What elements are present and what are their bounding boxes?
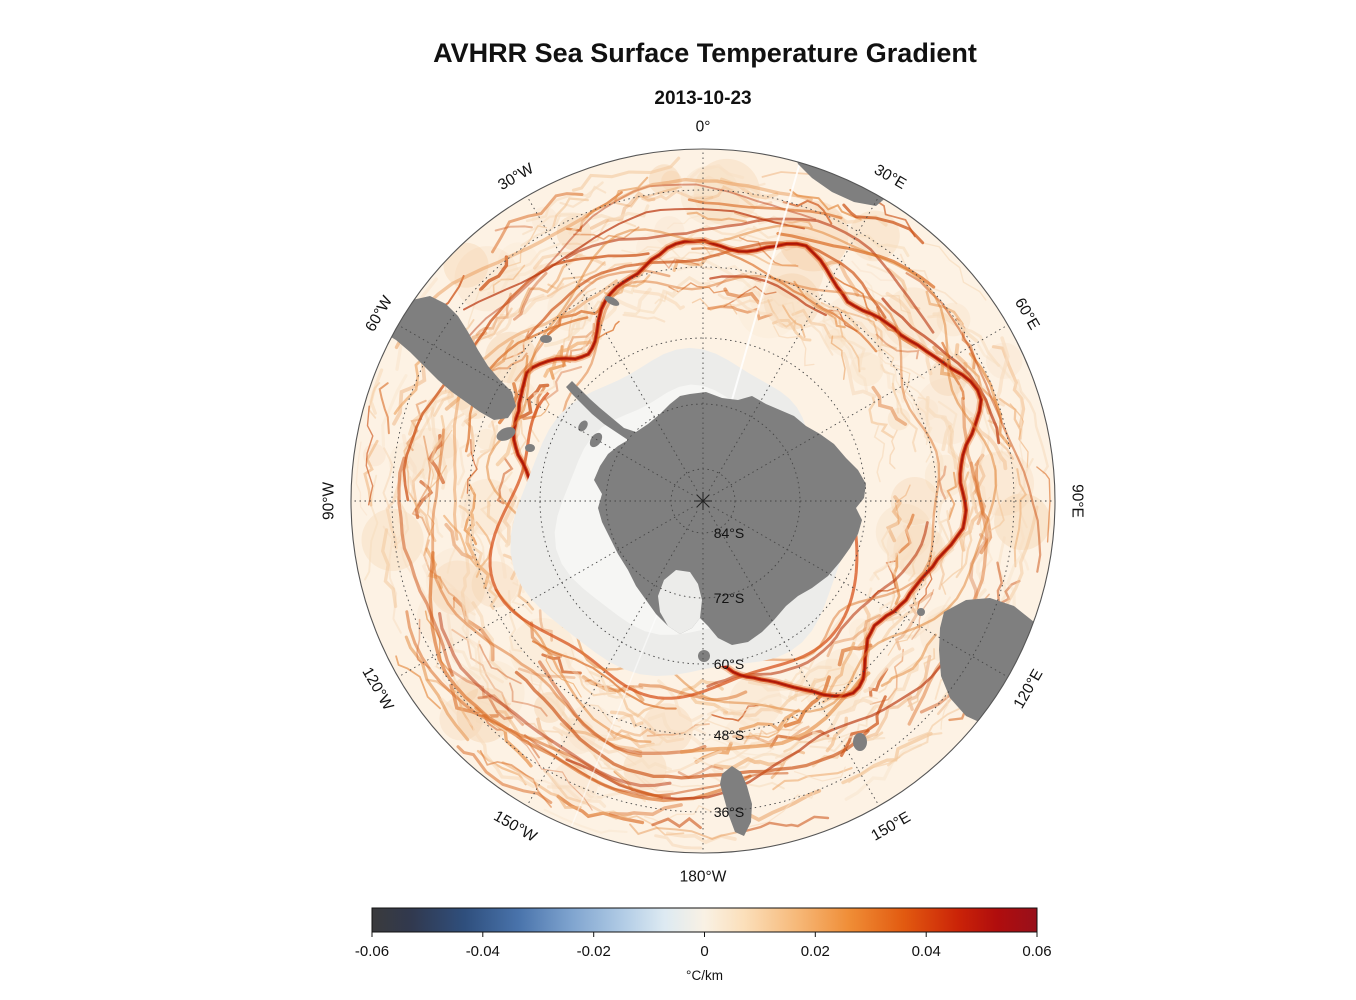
tasmania: [853, 733, 867, 751]
latitude-ring: [468, 266, 938, 736]
colorbar-tick-label: -0.04: [466, 943, 500, 960]
lat-label: 72°S: [714, 590, 745, 606]
lat-label: 48°S: [714, 727, 745, 743]
colorbar-tick-label: 0.06: [1022, 943, 1051, 960]
south-georgia-island: [604, 296, 620, 306]
coastal-island: [698, 650, 710, 662]
tierra-del-fuego-island: [496, 427, 516, 441]
colorbar-tick-label: -0.06: [355, 943, 389, 960]
colorbar-gradient: [371, 907, 1038, 933]
pole-marker-spoke: [696, 494, 710, 508]
pole-marker: [694, 492, 712, 510]
latitude-ring: [391, 189, 1015, 813]
lon-label: 90°W: [320, 482, 337, 520]
graticule: [351, 149, 1055, 853]
latitude-labels: 84°S 72°S 60°S 48°S 36°S: [714, 525, 745, 820]
lon-label: 180°W: [680, 868, 727, 885]
new-zealand: [720, 766, 752, 836]
lon-label: 0°: [696, 118, 711, 135]
antarctica: [566, 381, 866, 645]
lat-label: 36°S: [714, 804, 745, 820]
ross-ice-shelf: [658, 570, 702, 634]
south-america: [384, 296, 516, 420]
peninsula-island: [589, 432, 603, 448]
colorbar: -0.06 -0.04 -0.02 0 0.02 0.04 0.06 °C/km: [355, 907, 1052, 983]
peninsula-island: [578, 420, 588, 432]
kerguelen-island: [917, 608, 925, 616]
lat-label: 84°S: [714, 525, 745, 541]
colorbar-tick-label: 0: [700, 943, 708, 960]
colorbar-unit-label: °C/km: [686, 968, 723, 983]
small-island: [525, 444, 535, 452]
map-boundary: [350, 148, 1056, 854]
figure-title: AVHRR Sea Surface Temperature Gradient: [433, 38, 977, 68]
colorbar-tick-label: -0.02: [577, 943, 611, 960]
falkland-islands: [540, 335, 552, 343]
lat-label: 60°S: [714, 656, 745, 672]
colorbar-tick-label: 0.02: [801, 943, 830, 960]
colorbar-tick-label: 0.04: [912, 943, 941, 960]
colorbar-ticks: [371, 932, 1038, 937]
figure-subtitle: 2013-10-23: [654, 88, 751, 109]
lon-label: 90°E: [1069, 484, 1086, 518]
